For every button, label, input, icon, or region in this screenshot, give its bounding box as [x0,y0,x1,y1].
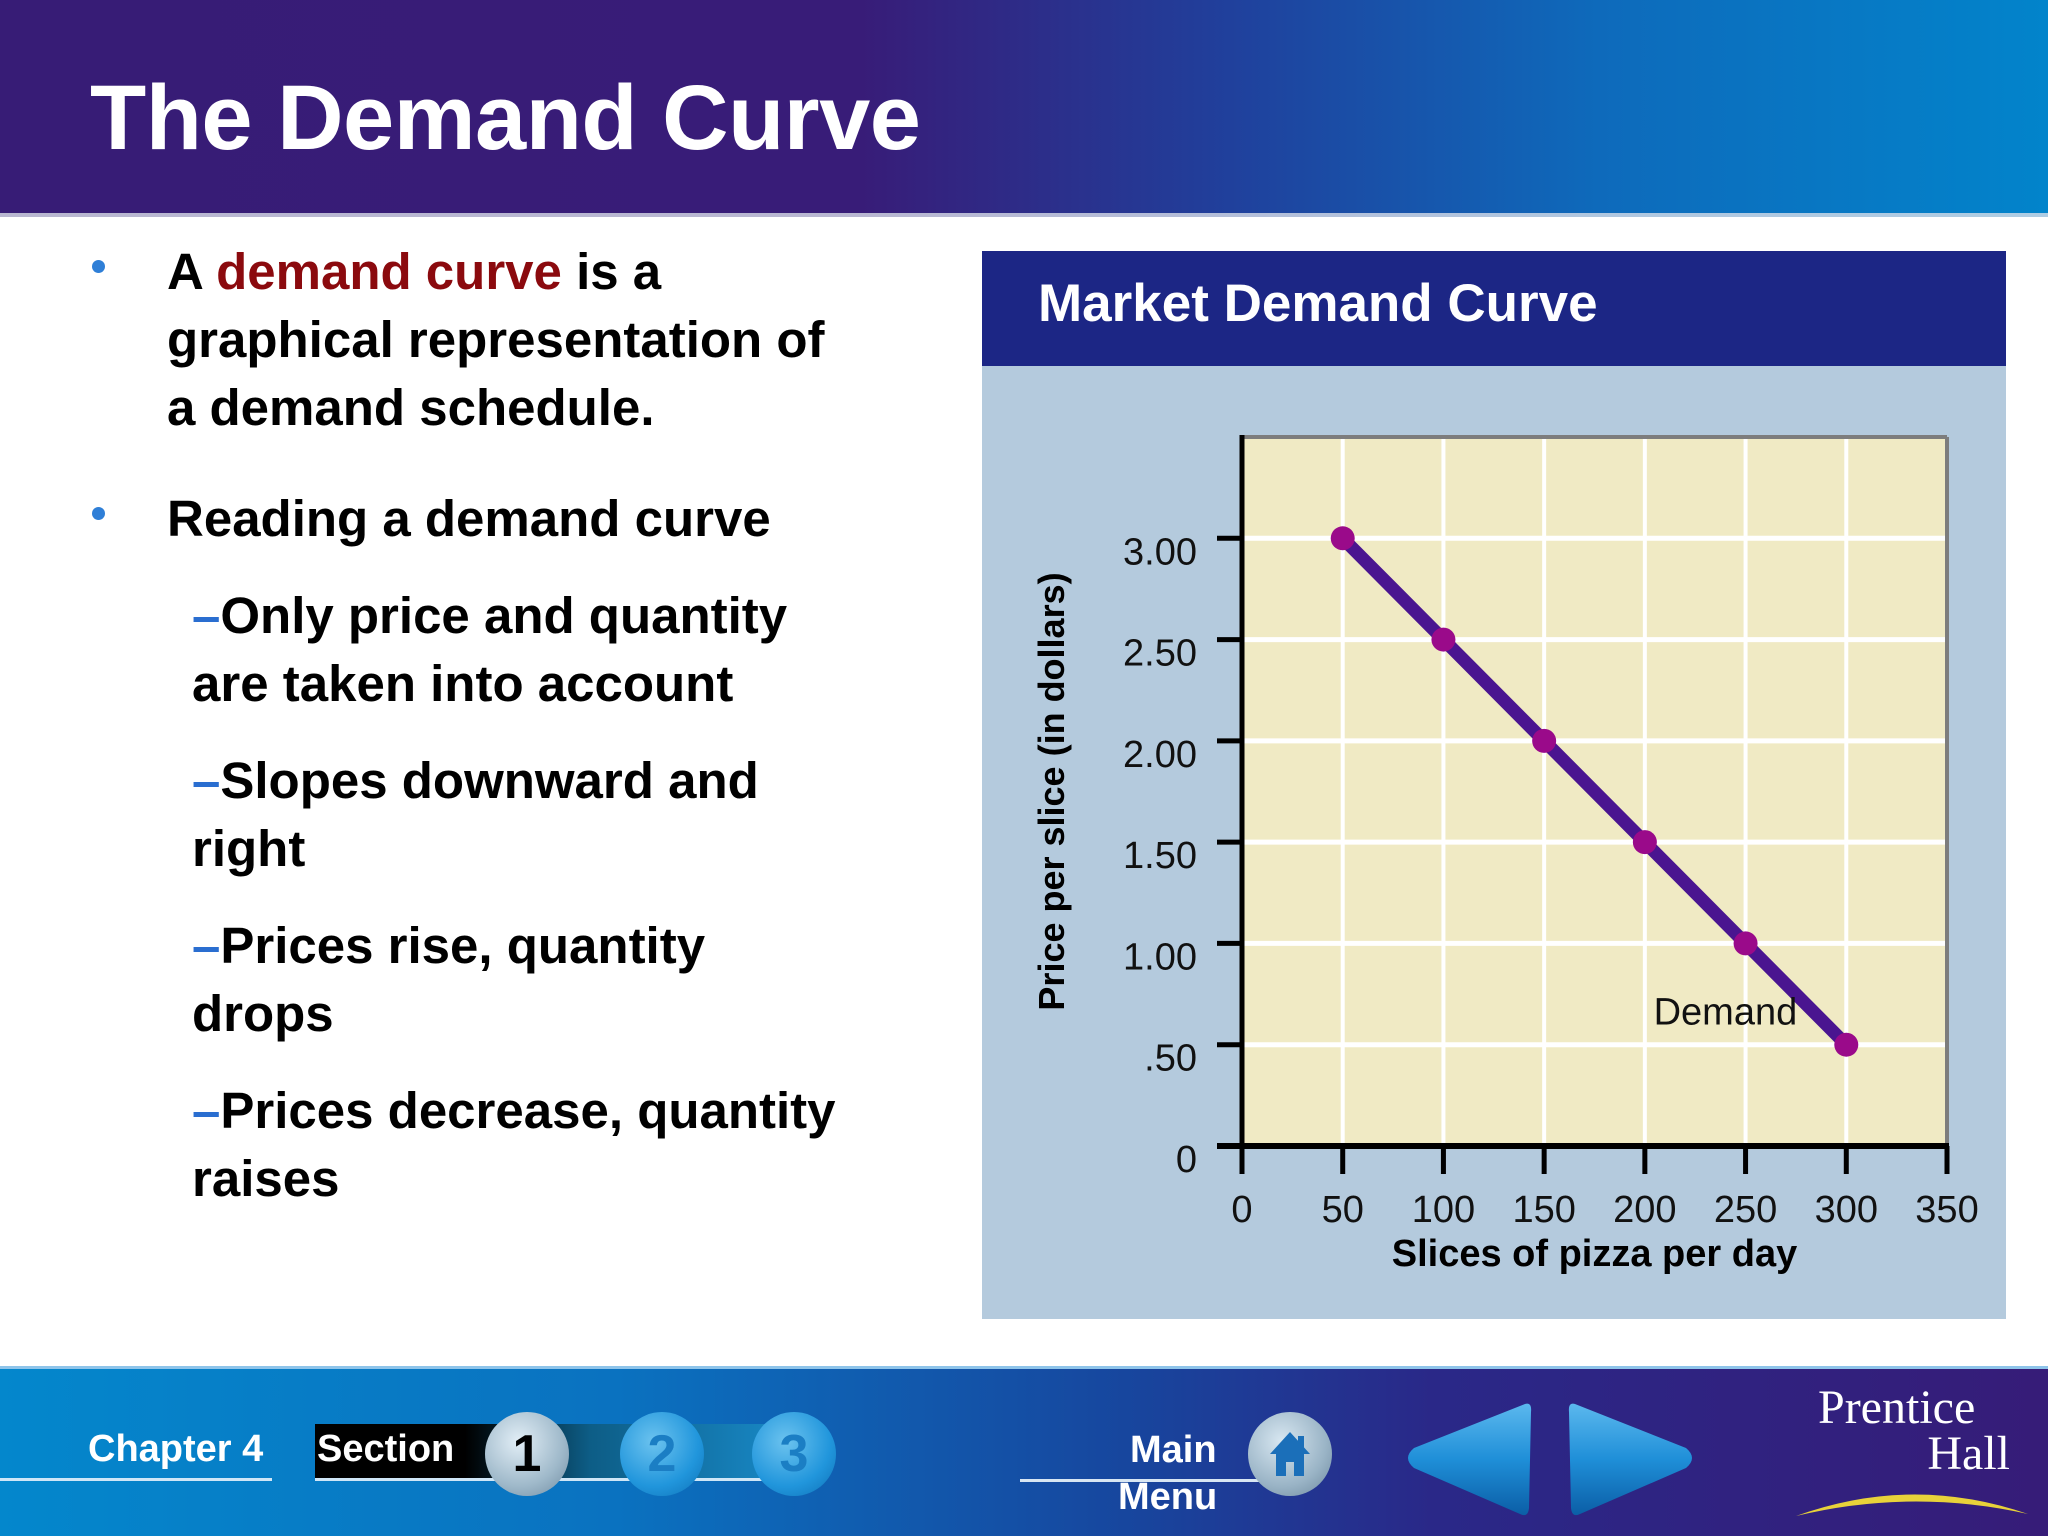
chart-title: Market Demand Curve [1038,274,1598,333]
data-point [1834,1032,1859,1057]
sub-bullet-line: Slopes downward and [220,752,759,809]
y-tick-label: 3.00 [1123,531,1197,573]
data-point [1532,728,1557,753]
chart-panel: Market Demand Curve 0 .50 1.00 1.50 2.00 2.50… [982,251,2006,1319]
y-tick-label: 1.00 [1123,936,1197,978]
bullet-line: a demand schedule. [167,379,655,436]
x-tick-label: 100 [1412,1189,1475,1231]
chart-panel-header: Market Demand Curve [982,251,2006,366]
dash-marker: – [192,917,221,974]
y-tick-label: 2.50 [1123,633,1197,675]
data-point [1733,931,1758,956]
data-point [1632,830,1657,855]
sub-bullet-line: raises [192,1150,340,1207]
x-tick-label: 0 [1231,1189,1252,1231]
y-tick-label: 0 [1176,1139,1197,1181]
x-tick-label: 200 [1613,1189,1676,1231]
y-tick-label: .50 [1144,1038,1197,1080]
sub-bullet-item: –Only price and quantity are taken into … [192,582,1012,718]
publisher-name-line1: Prentice [1818,1381,1976,1434]
sub-bullet-line: Prices rise, quantity [220,917,706,974]
x-tick-label: 50 [1322,1189,1364,1231]
x-tick-label: 150 [1512,1189,1575,1231]
bullet-text: Reading a demand curve [167,490,771,547]
x-axis-title: Slices of pizza per day [1392,1233,1797,1275]
section-1-button[interactable]: 1 [485,1412,569,1496]
publisher-logo: Prentice Hall [1796,1380,2028,1520]
next-slide-button[interactable] [1565,1396,1700,1521]
x-tick-label: 350 [1915,1189,1978,1231]
demand-chart: 0 .50 1.00 1.50 2.00 2.50 3.00 0 50 100 150 200 250 3… [1031,435,1979,1275]
y-tick-label: 2.00 [1123,734,1197,776]
previous-slide-button[interactable] [1400,1396,1535,1521]
title-bar: The Demand Curve [0,0,2048,217]
demand-annotation: Demand [1654,991,1798,1033]
home-icon [1270,1432,1310,1476]
bullet-text: A demand curve is a graphical representa… [167,238,967,442]
sub-bullet-line: are taken into account [192,655,734,712]
bullet-suffix: is a [561,243,662,300]
main-menu-button[interactable] [1248,1412,1332,1496]
section-2-button[interactable]: 2 [620,1412,704,1496]
publisher-name-line2: Hall [1927,1427,2010,1480]
title-divider [0,213,2048,217]
y-tick-label: 1.50 [1123,835,1197,877]
sub-bullet-line: Only price and quantity [220,587,788,644]
dash-marker: – [192,1082,221,1139]
demand-line [1336,531,1853,1052]
highlight-term: demand curve [216,243,562,300]
sub-bullet-line: drops [192,985,334,1042]
bullet-dot-icon [92,507,105,520]
section-3-button[interactable]: 3 [752,1412,836,1496]
dash-marker: – [192,752,221,809]
sub-bullet-line: Prices decrease, quantity [220,1082,836,1139]
data-point [1330,526,1355,551]
dash-marker: – [192,587,221,644]
logo-swoosh-icon [1796,1494,2028,1516]
y-axis-title: Price per slice (in dollars) [1031,572,1072,1010]
bullet-dot-icon [92,260,105,273]
prev-arrow-icon [1408,1403,1532,1516]
sub-bullet-item: –Prices decrease, quantity raises [192,1077,1012,1213]
sub-bullet-item: –Slopes downward and right [192,747,1012,883]
next-arrow-icon [1568,1403,1692,1516]
bullet-prefix: A [167,243,217,300]
main-menu-label-line2[interactable]: Menu [1118,1476,1218,1518]
main-menu-label-line1[interactable]: Main [1130,1429,1217,1471]
footer-nav: Chapter 4 Section 1 2 3 Main Menu Prenti… [0,1366,2048,1536]
bullet-line: graphical representation of [167,311,825,368]
sub-bullet-item: –Prices rise, quantity drops [192,912,1012,1048]
data-point [1431,627,1456,652]
slide-title: The Demand Curve [90,67,921,169]
footer-divider [0,1366,2048,1369]
main-menu-divider [1020,1479,1260,1482]
chapter-underline [0,1478,272,1481]
sub-bullet-line: right [192,820,306,877]
chapter-label[interactable]: Chapter 4 [88,1428,264,1470]
x-tick-label: 300 [1815,1189,1878,1231]
section-label: Section [317,1428,455,1470]
x-tick-label: 250 [1714,1189,1777,1231]
